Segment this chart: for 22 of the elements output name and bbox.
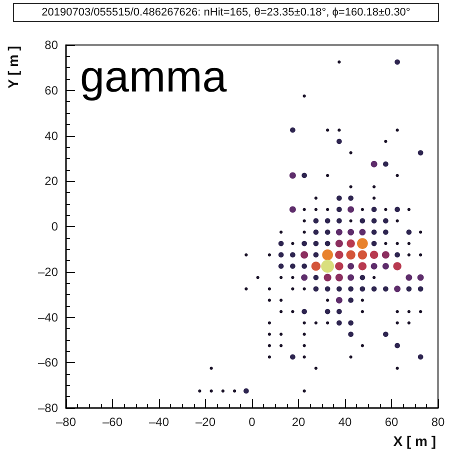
- x-tick-label: 40: [338, 415, 352, 429]
- y-tick-label: 20: [44, 174, 58, 188]
- x-tick-label: 60: [384, 415, 398, 429]
- y-tick-label: –60: [38, 356, 58, 370]
- y-tick-label: 80: [44, 38, 58, 52]
- x-tick-label: 0: [248, 415, 256, 429]
- x-axis-title: X [ m ]: [393, 433, 436, 449]
- x-tick-label: 20: [292, 415, 306, 429]
- y-axis-title: Y [ m ]: [5, 46, 21, 89]
- x-tick-label: –80: [56, 415, 76, 429]
- annotation: gamma: [80, 52, 228, 102]
- x-tick-label: –40: [148, 415, 170, 429]
- x-tick-label: –20: [195, 415, 216, 429]
- y-tick-label: 40: [44, 128, 58, 143]
- y-tick-label: –40: [38, 310, 58, 324]
- y-tick-label: 0: [51, 220, 58, 234]
- x-tick-label: –60: [102, 415, 123, 429]
- y-tick-label: –20: [38, 264, 58, 279]
- y-tick-label: –80: [38, 401, 58, 415]
- y-tick-label: 60: [44, 83, 58, 98]
- chart-title: 20190703/055515/0.486267626: nHit=165, θ=23.35±0.18°, ϕ=160.18±0.30°: [42, 6, 410, 18]
- x-tick-label: 80: [431, 415, 445, 429]
